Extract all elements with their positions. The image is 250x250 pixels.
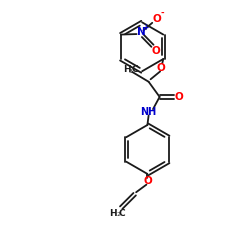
Text: C: C [119,208,125,218]
Text: O: O [143,176,152,186]
Text: +: + [142,23,148,32]
Text: -: - [160,8,164,18]
Text: NH: NH [140,106,157,117]
Text: O: O [157,62,166,72]
Text: C: C [131,65,138,74]
Text: O: O [151,46,160,56]
Text: H: H [110,208,117,218]
Text: 2: 2 [116,212,120,218]
Text: N: N [136,27,145,37]
Text: H: H [123,65,130,74]
Text: O: O [152,14,161,24]
Text: 3: 3 [129,69,133,74]
Text: O: O [175,92,184,102]
